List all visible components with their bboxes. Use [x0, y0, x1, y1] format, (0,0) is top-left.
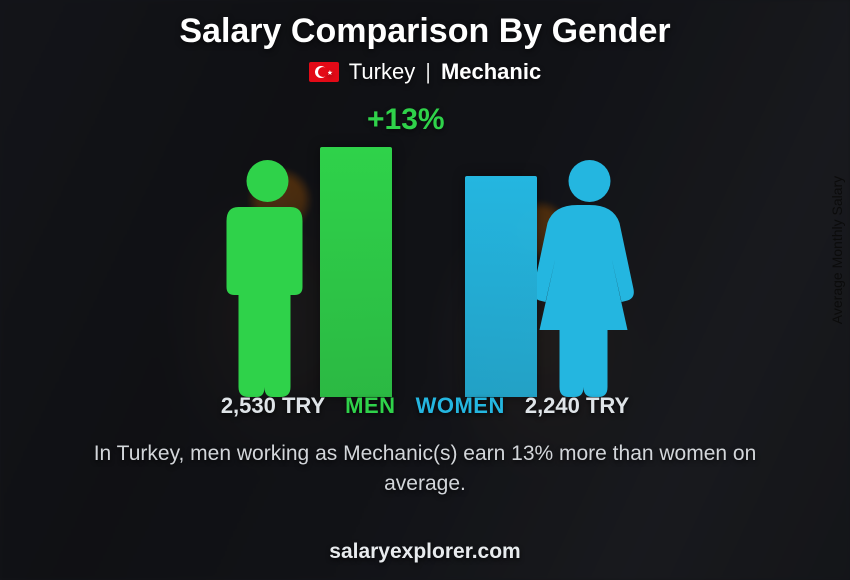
women-group: [465, 137, 642, 397]
y-axis-label-wrap: Average Monthly Salary: [824, 140, 850, 360]
y-axis-label: Average Monthly Salary: [829, 176, 845, 324]
page-title: Salary Comparison By Gender: [179, 12, 670, 51]
men-group: [215, 137, 392, 397]
women-label: WOMEN: [416, 393, 505, 419]
country-label: Turkey: [349, 59, 415, 85]
percent-difference-badge: +13%: [367, 103, 445, 137]
labels-row: 2,530 TRY MEN WOMEN 2,240 TRY: [115, 393, 735, 419]
men-label: MEN: [345, 393, 395, 419]
content-root: Salary Comparison By Gender ★ Turkey | M…: [0, 0, 850, 580]
job-label: Mechanic: [441, 59, 541, 85]
turkey-flag-icon: ★: [309, 62, 339, 82]
separator: |: [425, 59, 431, 85]
male-silhouette-icon: [215, 157, 320, 397]
subtitle-row: ★ Turkey | Mechanic: [309, 59, 541, 85]
men-salary: 2,530 TRY: [221, 393, 325, 419]
men-bar: [320, 147, 392, 397]
female-silhouette-icon: [537, 157, 642, 397]
site-credit: salaryexplorer.com: [0, 540, 850, 564]
flag-star-icon: ★: [327, 70, 333, 77]
women-bar: [465, 176, 537, 397]
summary-blurb: In Turkey, men working as Mechanic(s) ea…: [65, 439, 785, 500]
women-salary: 2,240 TRY: [525, 393, 629, 419]
chart-area: +13% 2,530 TRY MEN WOMEN 2,240 TRY: [115, 103, 735, 413]
